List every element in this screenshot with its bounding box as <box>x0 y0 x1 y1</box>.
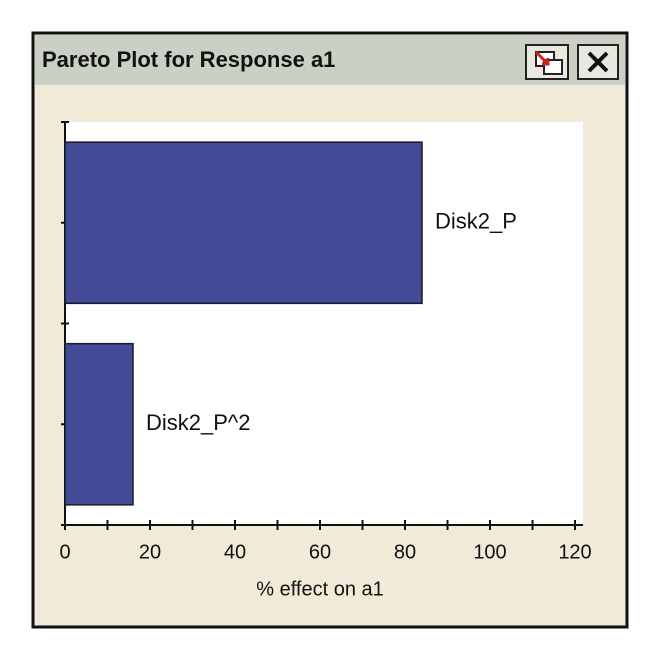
close-icon <box>587 51 609 73</box>
bar-label: Disk2_P <box>435 209 517 234</box>
bar <box>64 141 423 305</box>
x-tick-label: 80 <box>394 541 416 563</box>
window-title: Pareto Plot for Response a1 <box>42 47 335 72</box>
x-tick-label: 100 <box>473 541 506 563</box>
x-tick-label: 0 <box>59 541 70 563</box>
restore-arrow <box>534 50 550 66</box>
bar <box>64 342 134 506</box>
x-tick-label: 120 <box>558 541 591 563</box>
x-tick-label: 20 <box>139 541 161 563</box>
bar-label: Disk2_P^2 <box>146 410 250 435</box>
close-button[interactable] <box>577 44 619 80</box>
x-tick-label: 60 <box>309 541 331 563</box>
x-axis-label: % effect on a1 <box>256 578 384 600</box>
x-tick-label: 40 <box>224 541 246 563</box>
restore-button[interactable] <box>525 44 569 80</box>
